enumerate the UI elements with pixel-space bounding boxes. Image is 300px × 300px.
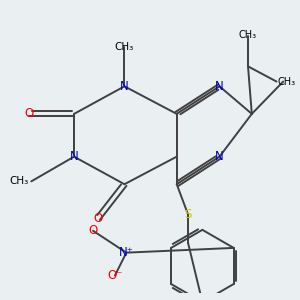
Text: O: O	[93, 212, 103, 225]
Text: CH₃: CH₃	[239, 29, 257, 40]
Text: CH₃: CH₃	[115, 42, 134, 52]
Text: N⁺: N⁺	[119, 246, 134, 259]
Text: S: S	[184, 208, 192, 221]
Text: CH₃: CH₃	[9, 176, 28, 186]
Text: N: N	[120, 80, 129, 93]
Text: O: O	[25, 107, 34, 120]
Text: O⁻: O⁻	[107, 269, 123, 282]
Text: CH₃: CH₃	[278, 76, 296, 87]
Text: N: N	[215, 150, 224, 163]
Text: O: O	[88, 224, 98, 237]
Text: N: N	[215, 80, 224, 93]
Text: N: N	[70, 150, 78, 163]
